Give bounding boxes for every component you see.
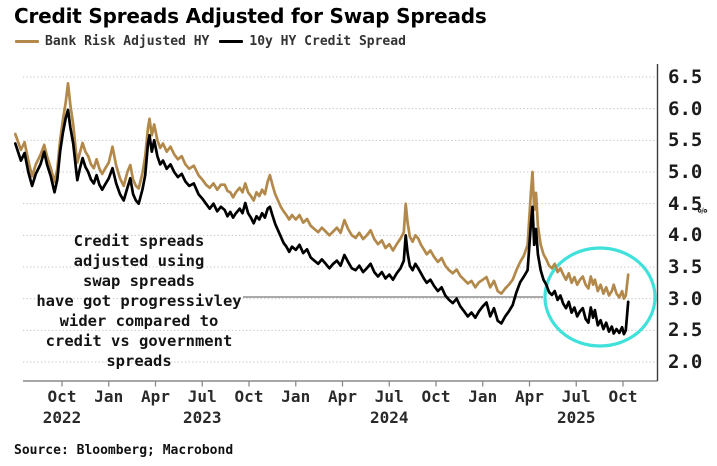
x-axis-year-label: 2025 xyxy=(556,408,596,427)
y-axis-label: 5.5 xyxy=(668,129,703,152)
annotation-text: Credit spreads adjusted using swap sprea… xyxy=(36,232,242,370)
x-axis-label: Jan xyxy=(281,387,311,406)
x-axis-label: Jul xyxy=(374,387,404,406)
x-axis-label: Apr xyxy=(141,387,170,406)
x-axis-label: Jul xyxy=(561,387,591,406)
legend-label: 10y HY Credit Spread xyxy=(249,34,406,49)
y-axis-label: 5.0 xyxy=(668,160,703,183)
y-axis-label: 6.5 xyxy=(668,66,703,88)
x-axis-year-label: 2022 xyxy=(42,408,82,427)
y-axis-label: 2.0 xyxy=(668,350,703,373)
y-axis-label: 3.5 xyxy=(668,255,703,278)
y-axis-label: 4.0 xyxy=(668,224,703,247)
x-axis-label: Oct xyxy=(421,387,451,406)
series-line-bank-risk-adjusted-hy xyxy=(13,81,630,301)
x-axis-label: Oct xyxy=(234,387,264,406)
legend-label: Bank Risk Adjusted HY xyxy=(45,34,210,49)
series-line-10y-hy-credit-spread xyxy=(13,108,630,336)
source-credit: Source: Bloomberg; Macrobond xyxy=(14,443,234,458)
legend: Bank Risk Adjusted HY 10y HY Credit Spre… xyxy=(15,34,406,49)
x-axis-year-label: 2023 xyxy=(182,408,222,427)
y-axis-label: 4.5 xyxy=(668,192,703,215)
legend-swatch-black-line-icon xyxy=(219,39,244,44)
y-axis-label: 2.5 xyxy=(668,319,703,342)
x-axis-label: Jul xyxy=(187,387,217,406)
x-axis-year-label: 2024 xyxy=(369,408,409,427)
legend-item-bank-risk-adjusted-hy: Bank Risk Adjusted HY xyxy=(15,34,209,49)
y-axis-label: 3.0 xyxy=(668,287,703,310)
legend-item-10y-hy-credit-spread: 10y HY Credit Spread xyxy=(219,34,406,49)
x-axis-label: Jan xyxy=(94,387,124,406)
chart-title: Credit Spreads Adjusted for Swap Spreads xyxy=(14,4,487,28)
x-axis-label: Oct xyxy=(608,387,638,406)
x-axis-label: Apr xyxy=(328,387,357,406)
x-axis-label: Apr xyxy=(515,387,544,406)
highlight-ellipse xyxy=(543,246,657,348)
x-axis-label: Jan xyxy=(468,387,498,406)
y-axis-label: 6.0 xyxy=(668,97,703,120)
legend-swatch-brown-line-icon xyxy=(15,39,39,44)
x-axis-label: Oct xyxy=(47,387,77,406)
